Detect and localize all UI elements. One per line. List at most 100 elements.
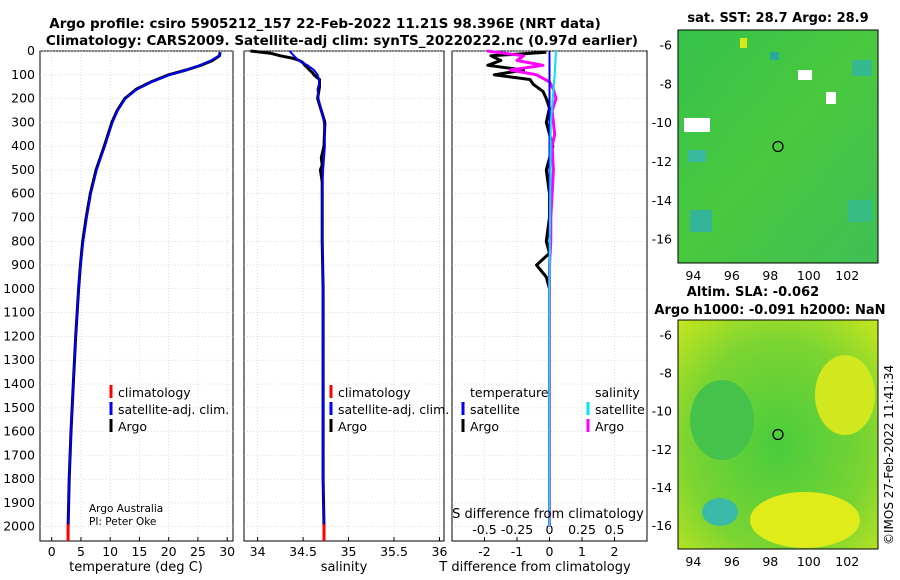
gridlines bbox=[40, 50, 647, 541]
sla-low-patch bbox=[702, 498, 738, 526]
map-lon-tick-label: 98 bbox=[762, 554, 778, 569]
depth-tick-label: 800 bbox=[11, 233, 35, 248]
s-diff-tick-label: -0.25 bbox=[501, 522, 533, 537]
sla-map bbox=[677, 319, 879, 550]
depth-tick-label: 1200 bbox=[3, 328, 35, 343]
profile-series bbox=[66, 49, 558, 541]
depth-tick-labels: 0 100 200 300 400 500 600 700 800 900 1000 1100 1200… bbox=[3, 43, 35, 534]
sst-warm-patch bbox=[740, 38, 747, 48]
depth-tick-label: 1900 bbox=[3, 495, 35, 510]
sla-map-title-1: Altim. SLA: -0.062 bbox=[687, 285, 819, 300]
x-tick-label: 1 bbox=[578, 544, 586, 559]
note-pi: PI: Peter Oke bbox=[89, 516, 156, 528]
sst-map-frame bbox=[677, 29, 879, 264]
imos-credit: ©IMOS 27-Feb-2022 11:41:34 bbox=[882, 365, 896, 545]
s-diff-tick-label: 0 bbox=[546, 522, 554, 537]
sst-cloud-mask bbox=[798, 70, 812, 80]
depth-tick-label: 1400 bbox=[3, 376, 35, 391]
map-lon-tick-label: 100 bbox=[797, 554, 821, 569]
salinity-xlabel: salinity bbox=[321, 560, 368, 575]
legend-climatology: climatology bbox=[338, 385, 411, 400]
sst-argo-location-marker bbox=[772, 140, 784, 153]
legend-t-satellite: satellite bbox=[470, 402, 520, 417]
map-lat-tick-label: -6 bbox=[660, 327, 673, 342]
depth-tick-label: 0 bbox=[27, 43, 35, 58]
depth-tick-label: 1500 bbox=[3, 400, 35, 415]
map-lon-tick-label: 94 bbox=[685, 268, 701, 283]
legend-t-argo: Argo bbox=[470, 419, 499, 434]
map-lat-tick-label: -8 bbox=[660, 365, 673, 380]
depth-tick-label: 100 bbox=[11, 67, 35, 82]
x-tick-label: 35.5 bbox=[380, 544, 408, 559]
legend-argo: Argo bbox=[338, 419, 367, 434]
s-diff-tick-label: 0.25 bbox=[568, 522, 596, 537]
x-tick-label: -1 bbox=[511, 544, 523, 559]
x-tick-label: 34.5 bbox=[289, 544, 317, 559]
map-lat-tick-label: -14 bbox=[652, 193, 672, 208]
map-lon-tick-label: 100 bbox=[797, 268, 821, 283]
x-tick-label: 10 bbox=[102, 544, 118, 559]
map-lat-tick-label: -10 bbox=[652, 115, 672, 130]
legend-salinity-title: salinity bbox=[595, 385, 640, 400]
map-lon-tick-label: 102 bbox=[835, 554, 859, 569]
sla-high-patch bbox=[815, 355, 875, 435]
temperature-legend: climatology satellite-adj. clim. Argo bbox=[109, 385, 229, 434]
x-tick-label: 0 bbox=[48, 544, 56, 559]
map-lat-tick-label: -16 bbox=[652, 232, 672, 247]
x-tick-label: 15 bbox=[131, 544, 147, 559]
difference-legend: temperature satellite Argo salinity sate… bbox=[461, 385, 645, 434]
s-diff-tick-label: -0.5 bbox=[472, 522, 496, 537]
sst-cloud-mask bbox=[684, 118, 710, 132]
depth-tick-label: 500 bbox=[11, 162, 35, 177]
legend-temperature-title: temperature bbox=[470, 385, 549, 400]
depth-tick-label: 1100 bbox=[3, 305, 35, 320]
sst-cool-patch bbox=[848, 200, 872, 222]
depth-tick-label: 1700 bbox=[3, 447, 35, 462]
depth-tick-label: 600 bbox=[11, 186, 35, 201]
legend-satellite-adj: satellite-adj. clim. bbox=[338, 402, 449, 417]
map-lat-tick-label: -14 bbox=[652, 480, 672, 495]
t-difference-xlabel: T difference from climatology bbox=[438, 560, 631, 575]
series-satellite-adj-clim- bbox=[288, 50, 326, 527]
series-satellite-adj-clim- bbox=[67, 51, 222, 527]
sst-cool-patch bbox=[690, 210, 712, 232]
s-difference-xlabel: S difference from climatology bbox=[452, 507, 644, 522]
x-tick-label: 25 bbox=[190, 544, 206, 559]
map-lon-tick-label: 98 bbox=[762, 268, 778, 283]
s-diff-tick-label: 0.5 bbox=[605, 522, 625, 537]
map-tick-labels: 94 96 98 100 102 -6 -8 -10 -12 -14 -16 94 96 98 100 102… bbox=[652, 38, 860, 569]
x-tick-label: 2 bbox=[611, 544, 619, 559]
map-lat-tick-label: -6 bbox=[660, 38, 673, 53]
map-lon-tick-label: 96 bbox=[724, 554, 740, 569]
x-tick-label: -2 bbox=[478, 544, 490, 559]
map-lat-tick-label: -8 bbox=[660, 76, 673, 91]
x-tick-label: 20 bbox=[161, 544, 177, 559]
sla-low-patch bbox=[690, 380, 754, 460]
x-tick-label: 30 bbox=[219, 544, 235, 559]
x-tick-labels: 0 5 10 15 20 25 30 34 34.5 35 35.5 36 -2 -1 0 1 2 -0.5 -0.… bbox=[48, 522, 625, 559]
x-tick-label: 36 bbox=[432, 544, 448, 559]
legend-satellite-adj: satellite-adj. clim. bbox=[118, 402, 229, 417]
salinity-legend: climatology satellite-adj. clim. Argo bbox=[329, 385, 449, 434]
map-lat-tick-label: -10 bbox=[652, 404, 672, 419]
map-lon-tick-label: 94 bbox=[685, 554, 701, 569]
sst-cool-patch bbox=[688, 150, 706, 162]
title-line-2: Climatology: CARS2009. Satellite-adj cli… bbox=[46, 33, 638, 49]
series-salinity-satellite bbox=[548, 50, 557, 527]
depth-tick-label: 1300 bbox=[3, 352, 35, 367]
depth-tick-label: 2000 bbox=[3, 519, 35, 534]
depth-tick-label: 700 bbox=[11, 210, 35, 225]
map-lon-tick-label: 96 bbox=[724, 268, 740, 283]
sst-cool-patch bbox=[770, 52, 779, 60]
legend-argo: Argo bbox=[118, 419, 147, 434]
sla-map-title-2: Argo h1000: -0.091 h2000: NaN bbox=[654, 303, 885, 318]
sla-argo-location-marker bbox=[772, 428, 784, 441]
salinity-axes bbox=[243, 50, 445, 542]
x-tick-label: 0 bbox=[546, 544, 554, 559]
x-tick-label: 5 bbox=[77, 544, 85, 559]
depth-tick-label: 900 bbox=[11, 257, 35, 272]
legend-climatology: climatology bbox=[118, 385, 191, 400]
x-tick-label: 35 bbox=[341, 544, 357, 559]
depth-tick-label: 200 bbox=[11, 91, 35, 106]
